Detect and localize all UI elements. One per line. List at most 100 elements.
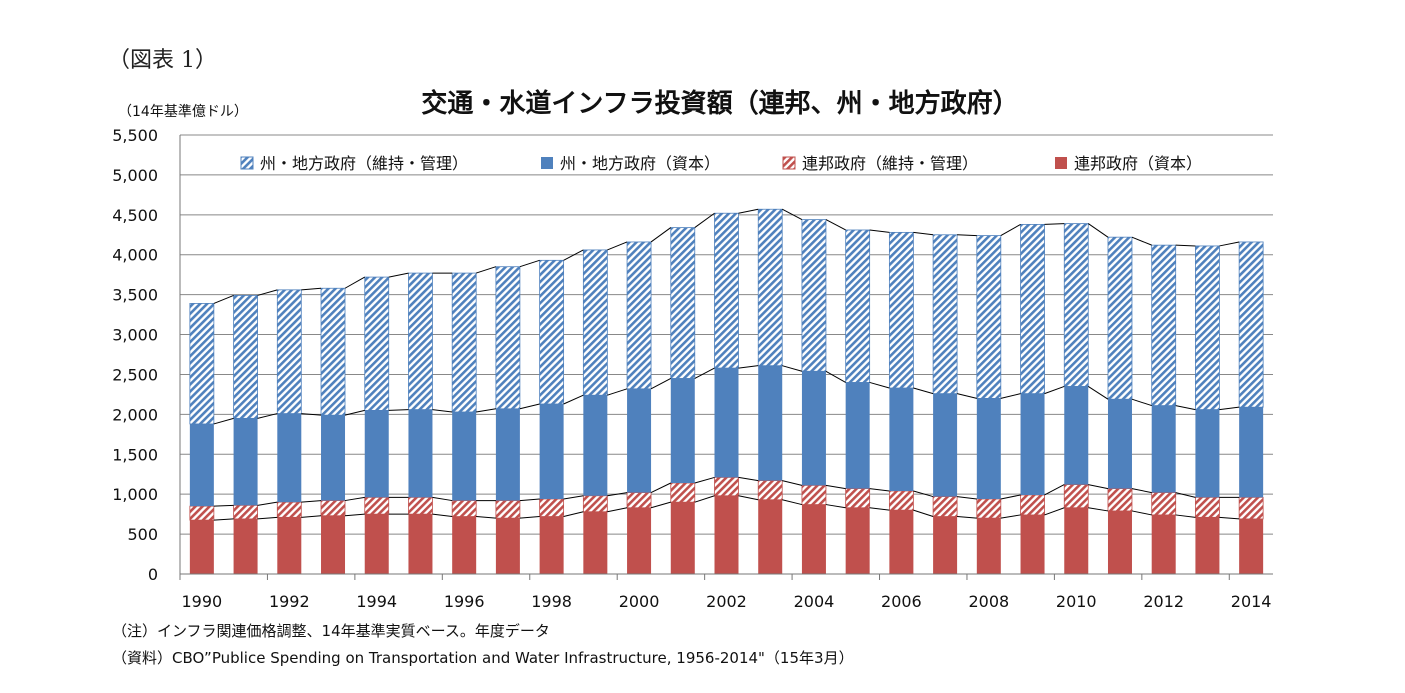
bar-0-2011 <box>1107 510 1132 574</box>
bar-0-1997 <box>495 518 520 574</box>
bar-3-1998 <box>539 259 565 405</box>
bar-1-1998 <box>539 498 565 517</box>
bar-0-1992 <box>277 517 302 574</box>
series-line <box>519 516 540 519</box>
series-line <box>388 409 409 411</box>
series-line <box>301 500 322 503</box>
series-line <box>869 229 890 233</box>
series-line <box>650 501 671 509</box>
bar-0-2000 <box>627 507 652 574</box>
series-line <box>1175 514 1196 518</box>
legend-label: 州・地方政府（資本） <box>560 154 720 173</box>
bar-1-2014 <box>1238 496 1264 520</box>
x-tick-label: 2000 <box>619 592 660 611</box>
bar-0-2008 <box>976 518 1001 574</box>
bar-2-2009 <box>1020 393 1045 495</box>
series-line <box>432 496 453 502</box>
bar-3-1991 <box>233 295 258 419</box>
bar-2-2014 <box>1239 407 1264 498</box>
series-line <box>1131 236 1152 246</box>
bar-1-2012 <box>1151 492 1177 516</box>
y-tick-label: 3,000 <box>112 326 158 345</box>
series-line <box>1131 510 1152 516</box>
bar-1-1991 <box>233 504 258 520</box>
bar-3-2000 <box>626 241 652 390</box>
bar-0-2013 <box>1195 517 1220 574</box>
series-line <box>301 413 322 416</box>
series-line <box>607 241 628 251</box>
series-line <box>869 488 890 492</box>
bar-1-1992 <box>276 501 302 518</box>
series-line <box>913 387 934 395</box>
series-line <box>213 518 234 521</box>
legend-swatch <box>782 156 796 170</box>
series-line <box>257 413 278 419</box>
y-axis-label: （14年基準億ドル） <box>118 103 248 120</box>
bar-0-2005 <box>845 507 870 574</box>
series-line <box>1044 223 1065 225</box>
series-line <box>1175 405 1196 411</box>
bar-0-2003 <box>758 499 783 574</box>
series-line <box>1088 507 1109 512</box>
bar-3-2011 <box>1107 236 1133 400</box>
bar-1-2010 <box>1063 484 1089 509</box>
bar-0-1991 <box>233 518 258 574</box>
series-line <box>257 289 278 296</box>
legend-label: 州・地方政府（維持・管理） <box>260 154 468 173</box>
series-line <box>1000 223 1021 237</box>
legend-swatch <box>1055 157 1067 169</box>
series-line <box>1000 494 1021 500</box>
bar-1-1996 <box>451 500 477 517</box>
x-tick-label: 2002 <box>706 592 747 611</box>
x-tick-label: 2008 <box>968 592 1009 611</box>
series-line <box>301 287 322 291</box>
series-line <box>825 370 846 383</box>
series-line <box>825 219 846 231</box>
series-line <box>1087 223 1109 238</box>
bar-2-2007 <box>933 393 958 497</box>
bar-3-2006 <box>888 231 914 389</box>
series-line <box>563 394 584 405</box>
series-line <box>607 507 628 513</box>
series-line <box>1175 244 1196 247</box>
series-line <box>257 501 278 506</box>
bar-3-1995 <box>408 272 433 410</box>
bar-3-1999 <box>582 249 608 396</box>
bar-0-1993 <box>321 515 346 574</box>
chart-title: 交通・水道インフラ投資額（連邦、州・地方政府） <box>421 88 1018 119</box>
y-tick-label: 5,500 <box>112 126 158 145</box>
bar-2-2002 <box>714 368 739 478</box>
bar-2-1993 <box>321 415 346 501</box>
bar-3-1994 <box>364 276 390 411</box>
bar-2-1998 <box>539 403 564 499</box>
bar-3-2002 <box>714 212 739 369</box>
bar-2-2010 <box>1064 386 1089 485</box>
series-line <box>650 482 671 494</box>
bar-1-1995 <box>408 496 433 515</box>
series-line <box>825 504 846 509</box>
bar-1-2013 <box>1195 496 1220 518</box>
x-tick-label: 2014 <box>1231 592 1272 611</box>
bar-2-1991 <box>233 418 258 506</box>
bar-0-2007 <box>933 516 958 574</box>
x-tick-label: 1990 <box>182 592 223 611</box>
series-line <box>1219 406 1240 411</box>
series-line <box>344 496 365 502</box>
bar-3-1996 <box>451 272 477 413</box>
bar-2-2006 <box>889 388 914 491</box>
series-line <box>1219 241 1240 247</box>
bar-1-2005 <box>845 488 871 509</box>
series-line <box>957 516 977 519</box>
bar-2-2004 <box>801 371 826 486</box>
bar-0-2009 <box>1020 514 1045 574</box>
y-tick-label: 0 <box>148 565 158 584</box>
series-line <box>1044 385 1065 395</box>
bar-1-2003 <box>757 480 783 501</box>
series-line <box>257 516 278 520</box>
series-line <box>344 276 365 289</box>
x-tick-label: 1998 <box>531 592 572 611</box>
series-line <box>607 492 628 497</box>
bar-2-2013 <box>1195 409 1220 498</box>
x-tick-label: 1992 <box>269 592 310 611</box>
